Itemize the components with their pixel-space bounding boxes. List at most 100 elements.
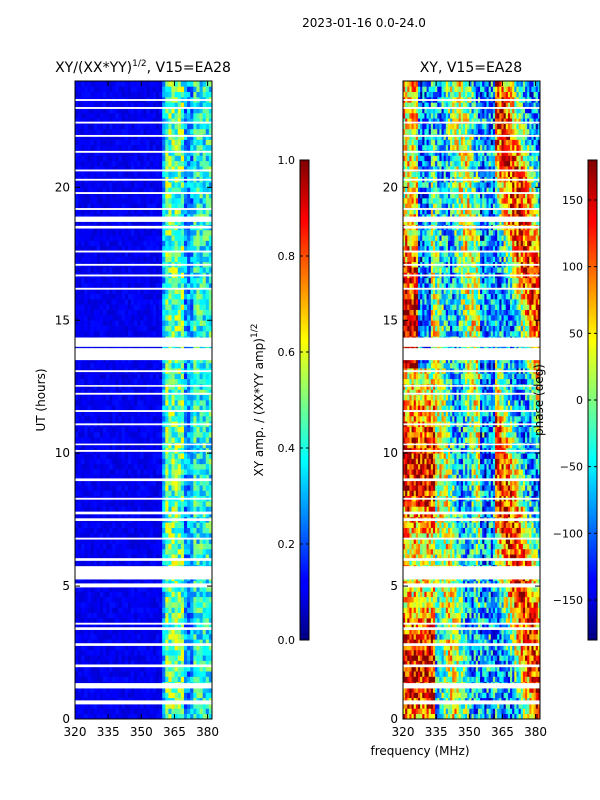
heatmap-cell <box>106 543 110 550</box>
heatmap-cell <box>208 506 213 512</box>
heatmap-cell <box>93 532 98 539</box>
heatmap-cell <box>171 400 175 406</box>
heatmap-cell <box>87 410 91 417</box>
heatmap-cell <box>177 527 182 534</box>
heatmap-cell <box>131 527 135 534</box>
heatmap-cell <box>124 602 129 608</box>
heatmap-cell <box>96 197 101 204</box>
heatmap-cell <box>115 453 119 459</box>
heatmap-cell <box>187 160 191 167</box>
heatmap-cell <box>134 485 138 491</box>
heatmap-cell <box>162 267 166 273</box>
heatmap-cell <box>183 708 188 715</box>
heatmap-cell <box>199 671 204 677</box>
heatmap-cell <box>168 235 172 241</box>
heatmap-cell <box>171 623 175 629</box>
heatmap-cell <box>103 490 107 497</box>
heatmap-cell <box>99 144 104 151</box>
heatmap-cell <box>162 612 166 619</box>
heatmap-cell <box>109 532 113 539</box>
heatmap-cell <box>90 298 95 305</box>
heatmap-cell <box>180 400 185 406</box>
heatmap-cell <box>190 474 194 481</box>
heatmap-cell <box>121 405 126 411</box>
heatmap-cell <box>84 703 88 709</box>
heatmap-cell <box>112 485 116 491</box>
heatmap-cell <box>152 665 157 672</box>
heatmap-cell <box>143 320 147 326</box>
heatmap-cell <box>75 267 79 273</box>
heatmap-cell <box>171 325 175 332</box>
heatmap-cell <box>152 596 157 603</box>
heatmap-cell <box>134 623 138 629</box>
heatmap-cell <box>177 389 182 396</box>
heatmap-cell <box>177 330 182 337</box>
heatmap-cell <box>87 293 91 300</box>
heatmap-cell <box>93 410 98 417</box>
heatmap-cell <box>168 155 172 162</box>
heatmap-cell <box>149 628 154 635</box>
heatmap-cell <box>121 490 126 497</box>
heatmap-cell <box>118 633 123 640</box>
heatmap-cell <box>205 309 210 316</box>
heatmap-cell <box>118 293 123 300</box>
heatmap-cell <box>183 442 188 449</box>
heatmap-cell <box>109 602 113 608</box>
heatmap-cell <box>75 602 79 608</box>
heatmap-cell <box>131 671 135 677</box>
heatmap-cell <box>193 713 197 720</box>
heatmap-cell <box>165 602 169 608</box>
heatmap-cell <box>90 660 95 667</box>
heatmap-cell <box>134 463 138 470</box>
heatmap-cell <box>143 293 147 300</box>
heatmap-cell <box>106 112 110 119</box>
heatmap-cell <box>149 410 154 417</box>
heatmap-cell <box>87 655 91 661</box>
heatmap-cell <box>187 538 191 544</box>
heatmap-cell <box>171 453 175 459</box>
heatmap-cell <box>171 128 175 135</box>
heatmap-cell <box>90 431 95 438</box>
heatmap-cell <box>78 112 82 119</box>
heatmap-cell <box>174 431 179 438</box>
heatmap-cell <box>93 293 98 300</box>
heatmap-cell <box>196 617 200 624</box>
heatmap-cell <box>162 469 166 475</box>
heatmap-cell <box>208 415 213 422</box>
heatmap-cell <box>190 607 194 614</box>
heatmap-cell <box>162 229 166 236</box>
heatmap-cell <box>75 713 79 720</box>
heatmap-cell <box>134 602 138 608</box>
heatmap-cell <box>155 256 160 263</box>
heatmap-cell <box>106 442 110 449</box>
heatmap-cell <box>208 469 213 475</box>
heatmap-cell <box>190 458 194 465</box>
heatmap-cell <box>205 687 210 693</box>
heatmap-cell <box>81 623 85 629</box>
heatmap-cell <box>196 522 200 528</box>
heatmap-cell <box>162 671 166 677</box>
heatmap-cell <box>190 144 194 151</box>
heatmap-cell <box>205 298 210 305</box>
heatmap-cell <box>93 384 98 390</box>
heatmap-cell <box>187 644 191 651</box>
heatmap-cell <box>124 649 129 656</box>
heatmap-cell <box>168 644 172 651</box>
heatmap-cell <box>112 453 116 459</box>
heatmap-cell <box>90 309 95 316</box>
heatmap-cell <box>140 431 144 438</box>
heatmap-cell <box>78 463 82 470</box>
heatmap-cell <box>96 320 101 326</box>
heatmap-cell <box>87 713 91 720</box>
heatmap-cell <box>103 330 107 337</box>
heatmap-cell <box>140 437 144 443</box>
heatmap-cell <box>205 139 210 146</box>
heatmap-cell <box>90 639 95 645</box>
heatmap-cell <box>168 628 172 635</box>
heatmap-cell <box>202 373 207 380</box>
heatmap-cell <box>159 511 163 518</box>
heatmap-cell <box>118 708 123 715</box>
heatmap-cell <box>140 633 144 640</box>
heatmap-cell <box>78 123 82 130</box>
heatmap-cell <box>171 607 175 614</box>
